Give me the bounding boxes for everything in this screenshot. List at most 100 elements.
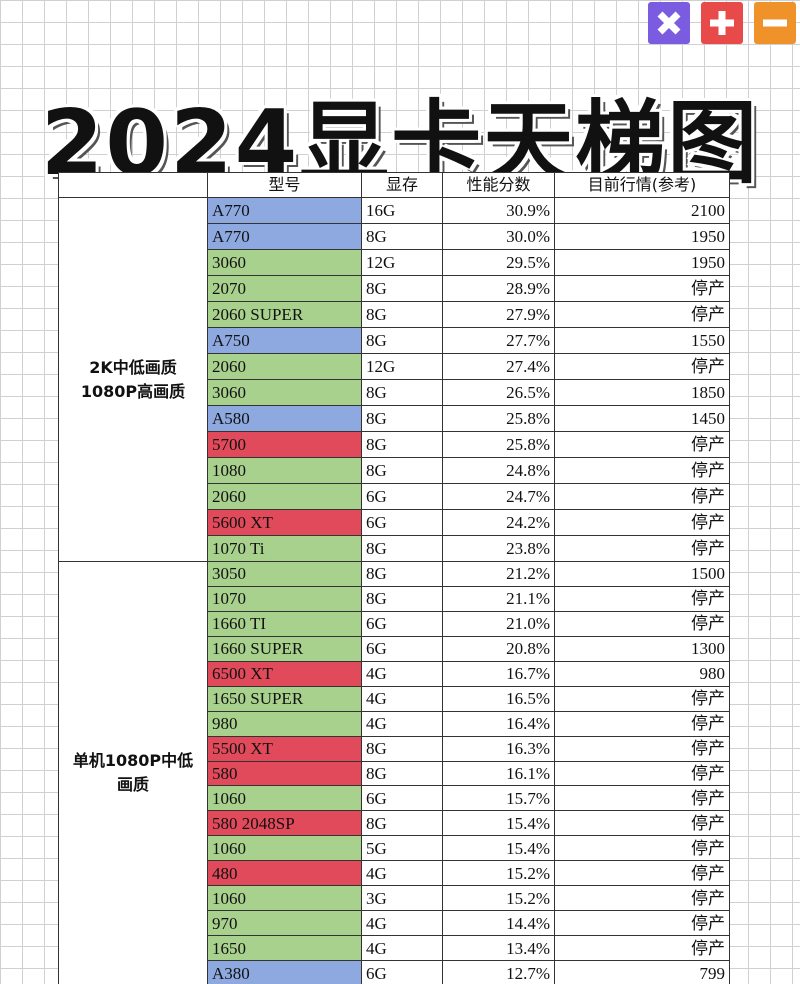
score: 20.8% [443,636,555,662]
score: 25.8% [443,432,555,458]
model: 2060 [208,484,362,510]
memory: 4G [362,911,443,937]
header-cell: 性能分数 [443,172,555,198]
memory: 6G [362,786,443,812]
price: 1950 [555,250,730,276]
memory: 8G [362,458,443,484]
group-label: 单机1080P中低 画质 [58,562,208,984]
price: 停产 [555,586,730,612]
model: 480 [208,861,362,887]
price: 停产 [555,276,730,302]
model: 1660 TI [208,611,362,637]
score: 21.1% [443,586,555,612]
price: 1500 [555,562,730,587]
price: 停产 [555,354,730,380]
price: 停产 [555,686,730,712]
model: 3060 [208,380,362,406]
score: 15.4% [443,836,555,862]
model: A770 [208,198,362,224]
memory: 8G [362,224,443,250]
score: 15.7% [443,786,555,812]
price: 停产 [555,484,730,510]
score: 16.1% [443,761,555,787]
memory: 6G [362,961,443,984]
price: 停产 [555,811,730,837]
score: 28.9% [443,276,555,302]
memory: 8G [362,761,443,787]
price: 停产 [555,886,730,912]
score: 27.7% [443,328,555,354]
score: 23.8% [443,536,555,562]
price: 停产 [555,510,730,536]
memory: 4G [362,661,443,687]
model: 5500 XT [208,736,362,762]
icon-times [648,2,690,44]
price: 799 [555,961,730,984]
model: 2060 [208,354,362,380]
model: A770 [208,224,362,250]
icon-minus [754,2,796,44]
score: 15.2% [443,861,555,887]
model: 1070 [208,586,362,612]
group-label-line: 2K中低画质 [89,357,177,377]
memory: 4G [362,711,443,737]
price: 1550 [555,328,730,354]
memory: 5G [362,836,443,862]
price: 停产 [555,302,730,328]
model: 6500 XT [208,661,362,687]
price: 1300 [555,636,730,662]
price: 停产 [555,836,730,862]
price: 停产 [555,786,730,812]
memory: 6G [362,611,443,637]
score: 25.8% [443,406,555,432]
header-cell: 目前行情(参考) [555,172,730,198]
group-label-line: 画质 [116,775,149,795]
memory: 4G [362,936,443,962]
model: 980 [208,711,362,737]
model: A750 [208,328,362,354]
memory: 3G [362,886,443,912]
model: 3050 [208,562,362,587]
memory: 8G [362,276,443,302]
group-label-line: 1080P高画质 [80,381,186,401]
memory: 8G [362,811,443,837]
memory: 6G [362,484,443,510]
score: 30.9% [443,198,555,224]
score: 21.0% [443,611,555,637]
score: 30.0% [443,224,555,250]
model: 1660 SUPER [208,636,362,662]
icon-plus [701,2,743,44]
memory: 8G [362,586,443,612]
score: 16.3% [443,736,555,762]
price: 停产 [555,761,730,787]
group-label: 2K中低画质 1080P高画质 [58,198,208,562]
score: 27.4% [443,354,555,380]
memory: 8G [362,536,443,562]
model: 2070 [208,276,362,302]
memory: 4G [362,686,443,712]
score: 16.7% [443,661,555,687]
score: 24.8% [443,458,555,484]
model: 2060 SUPER [208,302,362,328]
memory: 8G [362,432,443,458]
score: 24.2% [443,510,555,536]
price: 停产 [555,861,730,887]
memory: 8G [362,736,443,762]
price: 980 [555,661,730,687]
memory: 8G [362,562,443,587]
model: 580 [208,761,362,787]
memory: 4G [362,861,443,887]
model: 5700 [208,432,362,458]
table: 型号 显存 性能分数 目前行情(参考) 2K中低画质 1080P高画质 A770 16G 30.… [58,172,730,984]
score: 14.4% [443,911,555,937]
price: 停产 [555,432,730,458]
score: 15.4% [443,811,555,837]
price: 2100 [555,198,730,224]
score: 24.7% [443,484,555,510]
model: 3060 [208,250,362,276]
model: 1080 [208,458,362,484]
model: A580 [208,406,362,432]
price: 停产 [555,736,730,762]
price: 1950 [555,224,730,250]
score: 15.2% [443,886,555,912]
